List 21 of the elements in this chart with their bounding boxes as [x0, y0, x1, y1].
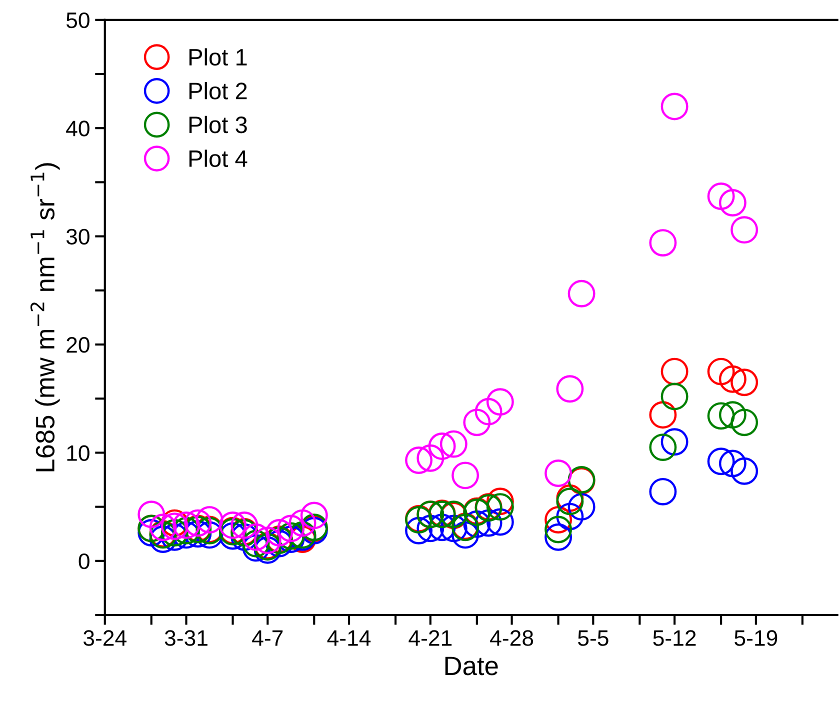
y-axis-title: L685 (mw m$^{−2}$ nm$^{−1}$ sr$^{−1}$)	[30, 163, 60, 472]
x-tick-label: 3-24	[83, 630, 126, 646]
x-tick-label: 4-7	[252, 630, 283, 646]
x-tick-label: 5-5	[578, 630, 608, 646]
x-axis-title: Date	[445, 656, 498, 676]
legend-label: Plot 3	[189, 116, 247, 134]
legend-label: Plot 2	[189, 82, 247, 100]
legend-label: Plot 4	[189, 150, 248, 168]
x-tick-label: 4-28	[490, 630, 534, 646]
y-tick-label: 0	[78, 553, 90, 570]
y-tick-label: 20	[66, 337, 90, 353]
x-tick-label: 3-31	[164, 630, 208, 646]
legend-label: Plot 1	[189, 48, 247, 66]
y-tick-label: 10	[67, 445, 90, 461]
x-tick-label: 4-21	[408, 630, 452, 646]
y-tick-label: 40	[66, 120, 90, 136]
x-tick-label: 5-19	[734, 630, 778, 646]
x-tick-label: 5-12	[653, 630, 696, 646]
x-tick-label: 4-14	[327, 630, 371, 646]
y-tick-label: 30	[66, 228, 90, 245]
y-tick-label: 50	[66, 12, 90, 28]
